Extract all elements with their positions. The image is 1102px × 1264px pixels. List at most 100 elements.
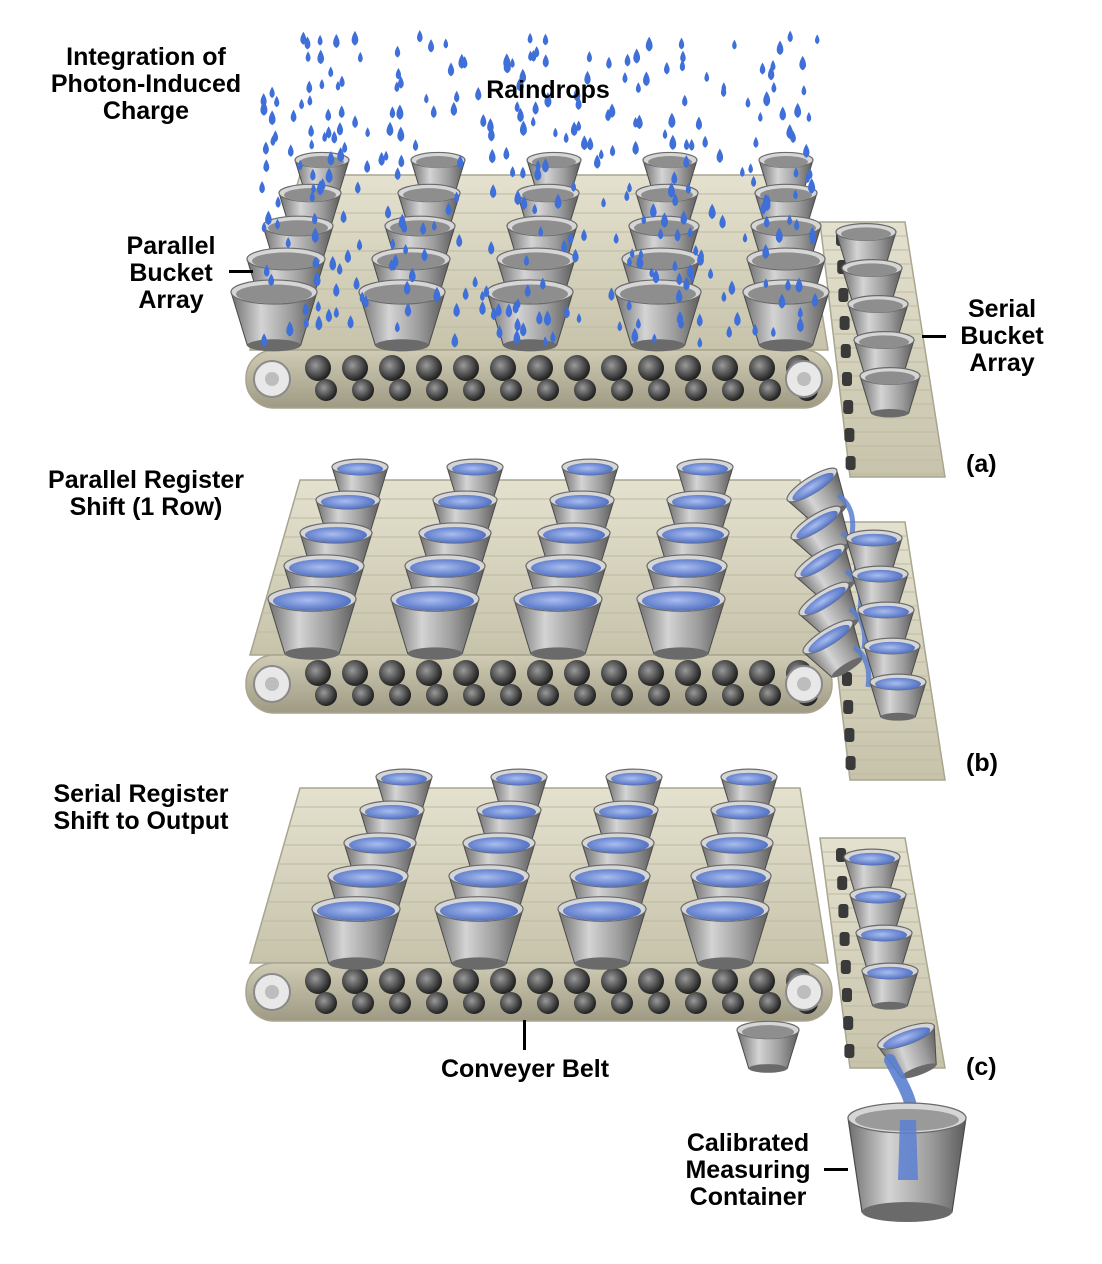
roller-icon — [305, 660, 331, 686]
raindrop-icon — [734, 311, 741, 326]
raindrop-icon — [797, 317, 804, 333]
end-wheel-hub — [797, 985, 811, 999]
raindrop-icon — [676, 310, 684, 325]
bucket-icon — [557, 896, 647, 970]
bucket-water — [305, 527, 367, 543]
raindrop-icon — [704, 71, 710, 82]
raindrop-icon — [542, 54, 549, 68]
raindrop-icon — [696, 313, 703, 327]
bucket-base — [748, 1064, 788, 1073]
raindrop-icon — [290, 109, 297, 123]
roller-icon — [638, 660, 664, 686]
raindrop-icon — [488, 126, 495, 142]
roller-icon — [564, 355, 590, 381]
raindrop-icon — [626, 299, 632, 311]
raindrop-icon — [328, 66, 334, 78]
raindrop-icon — [275, 218, 280, 230]
roller-icon — [685, 379, 707, 401]
raindrop-icon — [327, 150, 335, 166]
bucket-water — [857, 569, 903, 583]
raindrop-icon — [275, 196, 281, 208]
bucket-icon — [358, 279, 446, 352]
bucket-inside — [627, 252, 695, 270]
roller-icon — [389, 379, 411, 401]
roller-icon — [416, 660, 442, 686]
raindrop-icon — [383, 150, 389, 161]
raindrop-icon — [763, 215, 770, 228]
roller-icon — [638, 355, 664, 381]
raindrop-icon — [740, 166, 745, 177]
bucket-inside — [284, 188, 336, 202]
roller-icon — [490, 660, 516, 686]
raindrop-icon — [322, 131, 327, 142]
raindrop-icon — [532, 203, 538, 215]
roller-icon — [463, 684, 485, 706]
raindrop-icon — [287, 144, 294, 157]
roller-icon — [453, 968, 479, 994]
raindrop-icon — [759, 62, 766, 75]
roller-icon — [453, 660, 479, 686]
raindrop-icon — [803, 143, 810, 158]
raindrop-icon — [313, 256, 320, 269]
raindrop-icon — [608, 287, 615, 301]
conveyer-belt-label: Conveyer Belt — [440, 1055, 610, 1083]
bucket-icon — [636, 586, 726, 660]
raindrop-icon — [586, 51, 592, 63]
bucket-water — [686, 901, 764, 921]
raindrop-icon — [669, 134, 677, 150]
raindrop-icon — [767, 66, 775, 81]
raindrop-icon — [262, 141, 269, 155]
bucket-water — [317, 901, 395, 921]
raindrop-icon — [514, 101, 520, 113]
serial-roller-icon — [843, 1016, 854, 1030]
serial-roller-icon — [840, 344, 851, 358]
bucket-inside — [377, 252, 445, 270]
bucket-water — [531, 559, 601, 577]
raindrop-icon — [702, 135, 708, 148]
bucket-icon — [513, 586, 603, 660]
bucket-icon — [861, 962, 919, 1010]
raindrop-icon — [633, 48, 641, 64]
raindrop-icon — [645, 36, 653, 52]
raindrop-icon — [303, 317, 309, 329]
measuring-container-icon — [847, 1102, 967, 1222]
raindrop-icon — [408, 267, 416, 283]
bucket-base — [375, 339, 429, 352]
raindrop-icon — [445, 202, 452, 216]
raindrop-icon — [495, 303, 502, 317]
bucket-water — [599, 804, 653, 820]
raindrop-icon — [528, 50, 533, 61]
serial-roller-icon — [843, 400, 854, 414]
raindrop-icon — [689, 270, 695, 282]
roller-icon — [749, 968, 775, 994]
bucket-water — [672, 494, 726, 510]
raindrop-icon — [480, 290, 485, 301]
raindrop-icon — [490, 307, 497, 321]
bucket-base — [328, 957, 384, 970]
roller-icon — [315, 379, 337, 401]
raindrop-icon — [268, 275, 273, 286]
bucket-water — [321, 494, 375, 510]
panel-c-tag: (c) — [966, 1053, 997, 1081]
raindrop-icon — [536, 310, 543, 325]
roller-icon — [379, 660, 405, 686]
bucket-inside — [756, 220, 816, 236]
bucket-inside — [853, 299, 903, 313]
roller-icon — [315, 992, 337, 1014]
raindrop-icon — [340, 210, 347, 224]
roller-icon — [342, 355, 368, 381]
end-wheel-hub — [265, 677, 279, 691]
raindrop-icon — [394, 167, 401, 181]
roller-icon — [749, 355, 775, 381]
raindrop-icon — [543, 310, 552, 326]
raindrop-icon — [263, 264, 270, 277]
raindrop-icon — [329, 255, 337, 271]
raindrop-icon — [544, 92, 552, 108]
raindrop-icon — [333, 306, 339, 318]
serial-roller-icon — [845, 756, 856, 770]
raindrop-icon — [510, 57, 515, 68]
raindrop-icon — [598, 149, 604, 160]
raindrop-icon — [697, 251, 704, 266]
raindrop-icon — [325, 126, 332, 139]
roller-icon — [305, 968, 331, 994]
